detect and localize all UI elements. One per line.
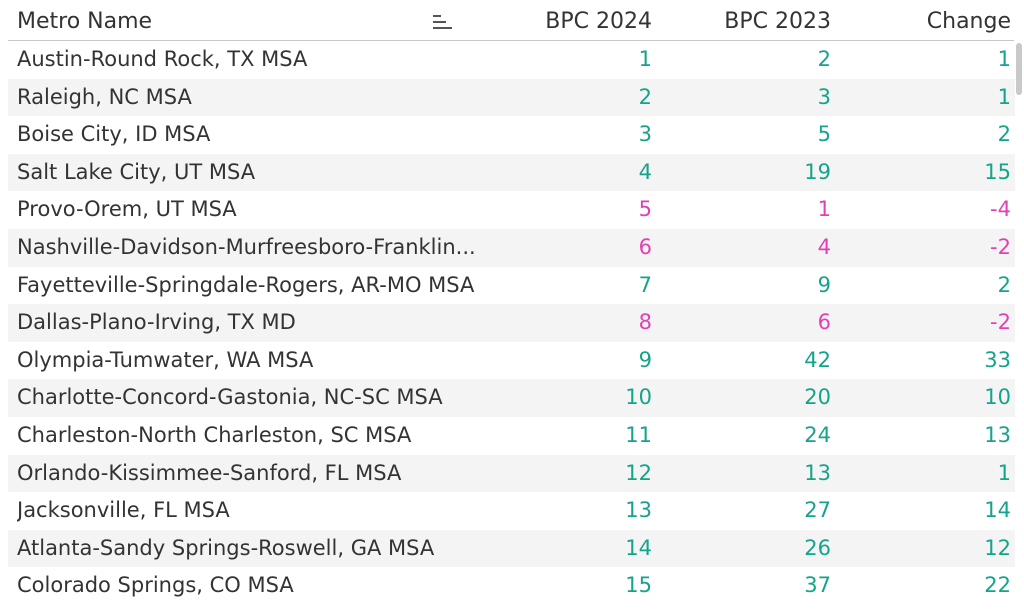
metro-name-cell: Orlando-Kissimmee-Sanford, FL MSA	[17, 460, 402, 485]
metro-name-cell: Raleigh, NC MSA	[17, 84, 192, 109]
bpc-2024-cell: 7	[638, 272, 652, 297]
change-cell: 15	[984, 159, 1011, 184]
column-header-bpc-2024[interactable]: BPC 2024	[545, 9, 652, 34]
bpc-2023-cell: 9	[817, 272, 831, 297]
metro-name-cell: Austin-Round Rock, TX MSA	[17, 47, 308, 71]
bpc-2024-cell: 9	[638, 347, 652, 372]
bpc-2023-cell: 3	[817, 84, 831, 109]
bpc-2023-cell: 27	[804, 498, 831, 523]
table-row[interactable]: Atlanta-Sandy Springs-Roswell, GA MSA 14 2…	[8, 529, 1015, 568]
table-row[interactable]: Salt Lake City, UT MSA 4 19 15	[8, 153, 1015, 192]
table-row[interactable]: Austin-Round Rock, TX MSA 1 2 1	[8, 41, 1015, 79]
bpc-2024-cell: 6	[638, 234, 652, 259]
bpc-2023-cell: 13	[804, 460, 831, 485]
change-cell: 12	[984, 535, 1011, 560]
bpc-2023-cell: 20	[804, 385, 831, 410]
column-header-change[interactable]: Change	[926, 9, 1011, 34]
table-row[interactable]: Fayetteville-Springdale-Rogers, AR-MO MS…	[8, 267, 1015, 305]
bpc-2024-cell: 10	[625, 385, 652, 410]
change-cell: 14	[984, 498, 1011, 523]
metro-name-cell: Atlanta-Sandy Springs-Roswell, GA MSA	[17, 535, 435, 560]
metro-name-cell: Olympia-Tumwater, WA MSA	[17, 347, 314, 372]
vertical-scrollbar[interactable]	[1015, 41, 1024, 613]
metro-name-cell: Dallas-Plano-Irving, TX MD	[17, 310, 296, 335]
change-cell: -2	[990, 310, 1011, 335]
table-row[interactable]: Boise City, ID MSA 3 5 2	[8, 116, 1015, 154]
metro-name-cell: Fayetteville-Springdale-Rogers, AR-MO MS…	[17, 272, 475, 297]
bpc-2023-cell: 4	[817, 234, 831, 259]
table-row[interactable]: Jacksonville, FL MSA 13 27 14	[8, 492, 1015, 530]
table-row[interactable]: Charlotte-Concord-Gastonia, NC-SC MSA 10 2…	[8, 379, 1015, 417]
bpc-2023-cell: 42	[804, 347, 831, 372]
table-row[interactable]: Dallas-Plano-Irving, TX MD 8 6 -2	[8, 304, 1015, 342]
scrollbar-thumb[interactable]	[1016, 43, 1022, 95]
table-row[interactable]: Colorado Springs, CO MSA 15 37 22	[8, 567, 1015, 605]
bpc-2023-cell: 5	[817, 122, 831, 147]
bpc-2023-cell: 24	[804, 422, 831, 447]
sort-descending-icon[interactable]	[433, 13, 453, 31]
metro-name-cell: Boise City, ID MSA	[17, 122, 211, 147]
bpc-2023-cell: 6	[817, 310, 831, 335]
bpc-2024-cell: 11	[625, 422, 652, 447]
bpc-2023-cell: 26	[804, 535, 831, 560]
bpc-2023-cell: 37	[804, 573, 831, 598]
bpc-2024-cell: 15	[625, 573, 652, 598]
bpc-2024-cell: 5	[638, 197, 652, 222]
change-cell: 10	[984, 385, 1011, 410]
table-row[interactable]: Olympia-Tumwater, WA MSA 9 42 33	[8, 342, 1015, 380]
change-cell: 1	[997, 84, 1011, 109]
column-header-bpc-2023[interactable]: BPC 2023	[724, 9, 831, 34]
metro-name-cell: Jacksonville, FL MSA	[17, 498, 230, 523]
change-cell: -4	[990, 197, 1011, 222]
metro-name-cell: Colorado Springs, CO MSA	[17, 573, 294, 598]
table-header: Metro Name BPC 2024 BPC 2023 Change	[0, 0, 1024, 42]
table-row[interactable]: Charleston-North Charleston, SC MSA 11 24 1…	[8, 417, 1015, 455]
change-cell: 1	[997, 47, 1011, 71]
metro-name-cell: Charlotte-Concord-Gastonia, NC-SC MSA	[17, 385, 443, 410]
metro-name-cell: Charleston-North Charleston, SC MSA	[17, 422, 412, 447]
table-row[interactable]: Provo-Orem, UT MSA 5 1 -4	[8, 191, 1015, 229]
change-cell: 22	[984, 573, 1011, 598]
bpc-2023-cell: 2	[817, 47, 831, 71]
bpc-2024-cell: 3	[638, 122, 652, 147]
bpc-2024-cell: 12	[625, 460, 652, 485]
table-body: Austin-Round Rock, TX MSA 1 2 1 Raleigh, NC …	[8, 41, 1015, 605]
change-cell: -2	[990, 234, 1011, 259]
change-cell: 33	[984, 347, 1011, 372]
change-cell: 13	[984, 422, 1011, 447]
change-cell: 2	[997, 122, 1011, 147]
bpc-2024-cell: 14	[625, 535, 652, 560]
table-row[interactable]: Raleigh, NC MSA 2 3 1	[8, 78, 1015, 117]
table-row[interactable]: Orlando-Kissimmee-Sanford, FL MSA 12 13 1	[8, 454, 1015, 493]
bpc-2023-cell: 19	[804, 159, 831, 184]
bpc-2024-cell: 13	[625, 498, 652, 523]
bpc-2024-cell: 1	[638, 47, 652, 71]
change-cell: 2	[997, 272, 1011, 297]
metro-name-cell: Salt Lake City, UT MSA	[17, 159, 256, 184]
bpc-2024-cell: 4	[638, 159, 652, 184]
column-header-metro-name[interactable]: Metro Name	[17, 9, 153, 34]
header-divider	[8, 40, 1014, 41]
table-row[interactable]: Nashville-Davidson-Murfreesboro-Franklin…	[8, 228, 1015, 267]
bpc-2024-cell: 8	[638, 310, 652, 335]
change-cell: 1	[997, 460, 1011, 485]
bpc-2024-cell: 2	[638, 84, 652, 109]
metro-name-cell: Provo-Orem, UT MSA	[17, 197, 237, 222]
bpc-2023-cell: 1	[817, 197, 831, 222]
metro-name-cell: Nashville-Davidson-Murfreesboro-Franklin…	[17, 234, 476, 259]
